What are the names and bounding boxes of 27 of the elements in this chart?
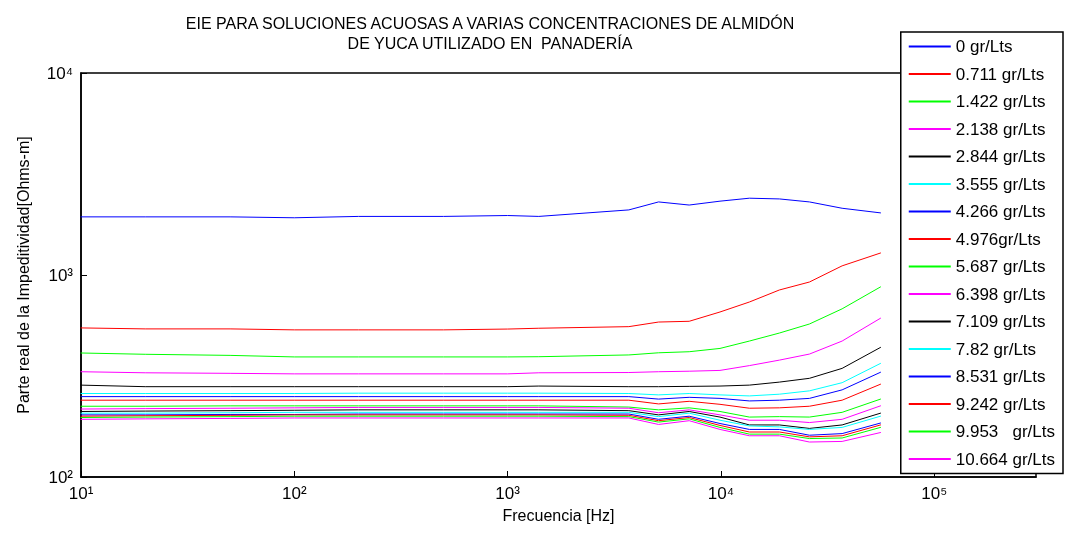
x-tick-label: 10² xyxy=(282,484,307,503)
x-tick-label: 10¹ xyxy=(68,484,94,503)
y-tick-label: 10³ xyxy=(48,265,74,285)
legend-label: 4.976gr/Lts xyxy=(955,229,1041,249)
legend-label: 10.664 gr/Lts xyxy=(955,449,1056,469)
y-axis-title: Parte real de la Impeditividad[Ohms-m] xyxy=(14,136,32,414)
x-tick-label: 10⁵ xyxy=(921,484,948,503)
x-tick-label: 10⁴ xyxy=(707,484,735,503)
legend-label: 1.422 gr/Lts xyxy=(955,92,1046,111)
legend-label: 9.242 gr/Lts xyxy=(955,394,1046,414)
legend-label: 2.844 gr/Lts xyxy=(955,147,1046,166)
y-tick-label: 10⁴ xyxy=(46,63,73,83)
legend-label: 7.82 gr/Lts xyxy=(955,339,1037,359)
x-axis-title: Frecuencia [Hz] xyxy=(502,506,615,524)
legend-label: 0.711 gr/Lts xyxy=(955,64,1045,84)
legend-label: 4.266 gr/Lts xyxy=(955,202,1046,221)
legend-label: 8.531 gr/Lts xyxy=(955,367,1046,386)
legend-label: 3.555 gr/Lts xyxy=(955,174,1046,194)
legend-label: 7.109 gr/Lts xyxy=(955,312,1046,331)
legend-label: 2.138 gr/Lts xyxy=(955,119,1046,139)
legend-label: 0 gr/Lts xyxy=(955,37,1013,56)
x-tick-label: 10³ xyxy=(495,484,521,503)
chart-title: EIE PARA SOLUCIONES ACUOSAS A VARIAS CONCENTRACIONES DE ALMIDÓN DE YUCA UTILIZADO EN PANADERÍA xyxy=(185,13,795,52)
legend-label: 9.953 gr/Lts xyxy=(955,422,1055,441)
legend-label: 5.687 gr/Lts xyxy=(955,257,1046,276)
y-tick-label: 10² xyxy=(48,467,74,487)
legend-label: 6.398 gr/Lts xyxy=(955,284,1046,304)
